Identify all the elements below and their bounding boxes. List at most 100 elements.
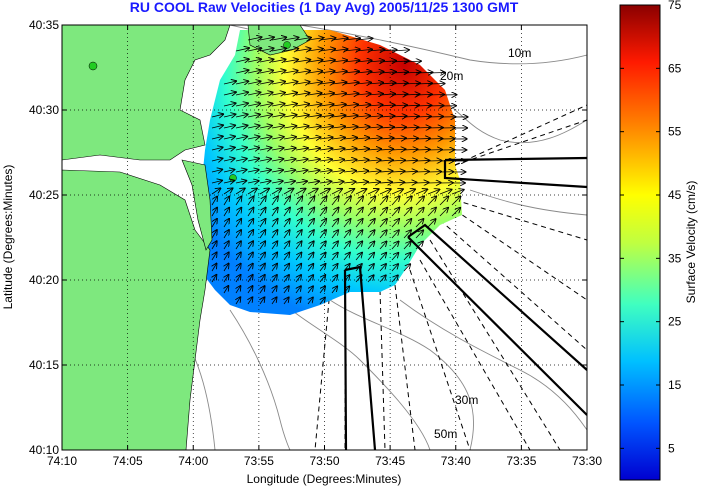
- velocity-vector: [247, 181, 258, 183]
- velocity-vector: [367, 116, 382, 117]
- velocity-vector: [295, 115, 309, 117]
- velocity-vector: [319, 38, 335, 40]
- velocity-vector: [259, 48, 274, 51]
- velocity-vector: [403, 189, 415, 195]
- velocity-vector: [307, 148, 320, 150]
- velocity-vector: [271, 59, 286, 62]
- x-tick-label: 73:35: [506, 454, 536, 468]
- velocity-vector: [236, 286, 240, 294]
- velocity-vector: [391, 242, 399, 250]
- colorbar-tick-label: 25: [668, 315, 682, 329]
- x-tick-label: 73:45: [375, 454, 405, 468]
- velocity-vector: [379, 105, 395, 106]
- velocity-vector: [379, 127, 394, 128]
- velocity-vector: [223, 81, 236, 84]
- velocity-vector: [343, 38, 360, 40]
- velocity-vector: [355, 230, 362, 239]
- velocity-vector: [331, 286, 337, 294]
- velocity-vector: [319, 49, 335, 51]
- velocity-vector: [307, 253, 314, 261]
- y-tick-label: 40:15: [29, 358, 59, 372]
- velocity-vector: [319, 82, 334, 84]
- velocity-vector: [343, 49, 360, 51]
- velocity-vector: [379, 208, 387, 217]
- velocity-vector: [439, 208, 448, 217]
- velocity-vector: [307, 137, 320, 139]
- velocity-vector: [295, 60, 310, 62]
- velocity-vector: [307, 126, 321, 128]
- velocity-vector: [415, 189, 427, 195]
- velocity-vector: [271, 82, 285, 84]
- velocity-vector: [391, 72, 408, 73]
- velocity-vector: [211, 181, 222, 183]
- velocity-vector: [319, 93, 334, 95]
- velocity-vector: [391, 149, 405, 150]
- velocity-vector: [319, 115, 333, 117]
- velocity-vector: [403, 219, 411, 228]
- velocity-vector: [271, 170, 283, 172]
- velocity-vector: [295, 148, 308, 150]
- velocity-vector: [343, 149, 357, 150]
- velocity-vector: [391, 105, 407, 106]
- velocity-vector: [319, 148, 332, 150]
- velocity-vector: [391, 83, 408, 84]
- velocity-vector: [235, 208, 241, 217]
- x-axis: 74:10 74:05 74:00 73:55 73:50 73:45 73:40 73:35…: [47, 25, 602, 468]
- velocity-vector: [284, 275, 289, 283]
- contour-label-10m: 10m: [508, 46, 531, 60]
- velocity-vector: [451, 196, 461, 206]
- velocity-vector: [355, 208, 363, 217]
- station-wedges: [343, 156, 587, 450]
- velocity-vector: [235, 170, 247, 172]
- velocity-vector: [415, 171, 429, 172]
- radial-lines: [314, 104, 587, 450]
- velocity-vector: [283, 181, 295, 183]
- velocity-vector: [415, 149, 430, 150]
- velocity-vector: [259, 159, 271, 161]
- velocity-vector: [271, 264, 277, 272]
- velocity-vector: [211, 208, 217, 217]
- velocity-vector: [295, 241, 302, 250]
- velocity-vector: [272, 286, 277, 294]
- velocity-vector: [355, 189, 366, 195]
- velocity-vector: [247, 252, 253, 261]
- velocity-vector: [355, 105, 370, 106]
- velocity-vector: [247, 219, 253, 228]
- velocity-vector: [331, 189, 342, 195]
- velocity-vector: [439, 190, 452, 195]
- velocity-vector: [379, 264, 386, 272]
- velocity-vector: [247, 92, 260, 95]
- velocity-vector: [271, 189, 281, 195]
- y-tick-label: 40:25: [29, 188, 59, 202]
- velocity-vector: [403, 72, 420, 73]
- velocity-vector: [379, 149, 393, 150]
- velocity-vector: [379, 275, 386, 283]
- velocity-vector: [320, 298, 325, 305]
- velocity-vector: [235, 125, 247, 128]
- velocity-vector: [248, 264, 253, 272]
- velocity-vector: [427, 219, 436, 228]
- velocity-vector: [379, 160, 393, 161]
- velocity-vector: [367, 83, 383, 84]
- velocity-vector: [296, 286, 301, 294]
- velocity-vector: [212, 252, 217, 261]
- velocity-vector: [415, 230, 423, 239]
- velocity-vector: [331, 208, 339, 217]
- velocity-vector: [259, 115, 272, 117]
- velocity-vector: [211, 219, 217, 228]
- velocity-vector: [223, 197, 229, 206]
- velocity-vector: [307, 181, 319, 183]
- velocity-vector: [403, 230, 411, 239]
- velocity-vector: [415, 160, 429, 161]
- velocity-vector: [211, 188, 220, 195]
- velocity-vector: [223, 158, 235, 161]
- velocity-vector: [307, 82, 322, 84]
- velocity-vector: [296, 298, 301, 305]
- velocity-vector: [343, 115, 358, 117]
- land-west-south: [62, 169, 211, 450]
- velocity-vector: [379, 138, 394, 139]
- velocity-vector: [247, 188, 257, 195]
- plot-area: 10m 20m 30m 50m: [62, 25, 587, 450]
- velocity-vector: [391, 208, 399, 217]
